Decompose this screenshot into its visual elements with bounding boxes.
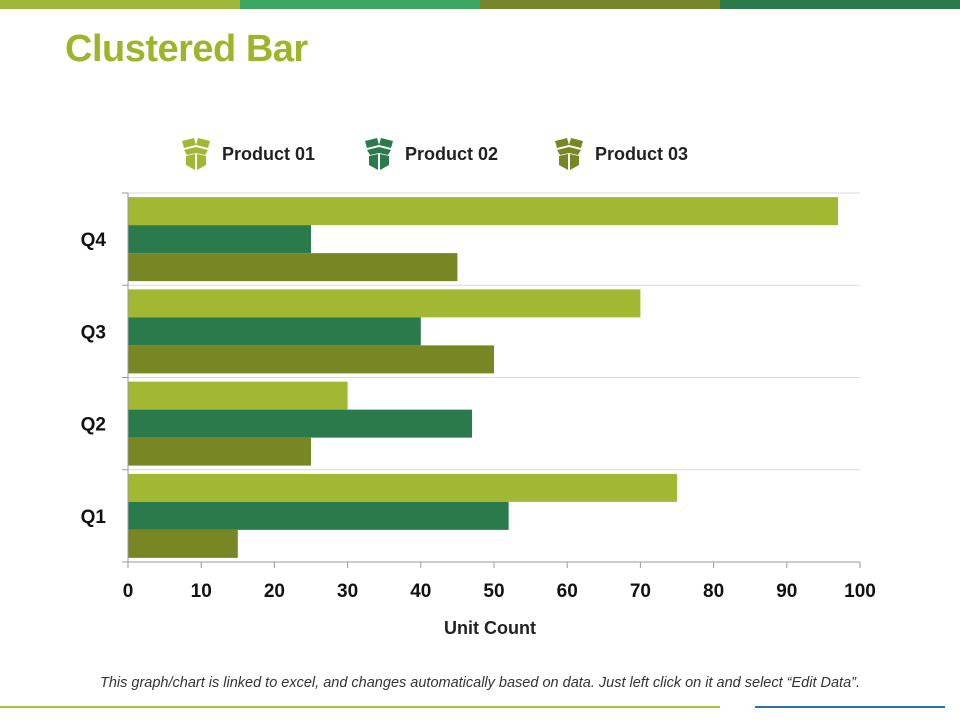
- box-icon: [555, 138, 583, 170]
- box-icon: [365, 138, 393, 170]
- bottom-accent-line-blue: [755, 706, 945, 708]
- footnote: This graph/chart is linked to excel, and…: [99, 675, 861, 691]
- bar-q1-series-3: [128, 529, 238, 558]
- x-tick-label: 10: [191, 581, 212, 602]
- bar-q1-series-1: [128, 473, 677, 502]
- top-color-stripe: [0, 0, 960, 9]
- x-tick-label: 100: [844, 581, 876, 602]
- x-tick-label: 20: [264, 581, 285, 602]
- x-tick-label: 30: [337, 581, 358, 602]
- x-tick-label: 0: [123, 581, 134, 602]
- legend-item-product-02[interactable]: Product 02: [361, 137, 498, 171]
- x-axis-title: Unit Count: [444, 618, 536, 638]
- legend-item-product-01[interactable]: Product 01: [178, 137, 315, 171]
- bar-q4-series-3: [128, 253, 458, 282]
- slide-title: Clustered Bar: [65, 28, 308, 70]
- bar-q4-series-2: [128, 225, 311, 254]
- stripe-segment: [720, 0, 960, 9]
- stripe-segment: [480, 0, 720, 9]
- bar-q2-series-1: [128, 381, 348, 410]
- box-icon: [182, 138, 210, 170]
- stripe-segment: [0, 0, 240, 9]
- bar-q1-series-2: [128, 501, 509, 530]
- chart-legend: Product 01 Product 02 Product 03: [0, 137, 960, 171]
- legend-label: Product 01: [222, 143, 316, 164]
- y-tick-label: Q2: [81, 415, 106, 436]
- x-tick-label: 40: [410, 581, 431, 602]
- bar-q3-series-3: [128, 345, 494, 374]
- y-tick-label: Q4: [81, 230, 107, 251]
- bar-q3-series-1: [128, 289, 641, 318]
- bar-q2-series-3: [128, 437, 311, 466]
- bar-q2-series-2: [128, 409, 473, 438]
- y-tick-label: Q1: [81, 507, 107, 528]
- x-tick-label: 90: [776, 581, 797, 602]
- bar-q4-series-1: [128, 197, 839, 226]
- y-tick-label: Q3: [81, 322, 106, 343]
- x-tick-label: 70: [630, 581, 651, 602]
- legend-label: Product 03: [595, 143, 689, 164]
- x-tick-label: 50: [483, 581, 504, 602]
- bar-q3-series-2: [128, 317, 421, 346]
- stripe-segment: [240, 0, 480, 9]
- x-tick-label: 60: [557, 581, 578, 602]
- bottom-accent-line: [0, 706, 720, 708]
- x-tick-label: 80: [703, 581, 724, 602]
- legend-label: Product 02: [405, 143, 499, 164]
- legend-item-product-03[interactable]: Product 03: [551, 137, 688, 171]
